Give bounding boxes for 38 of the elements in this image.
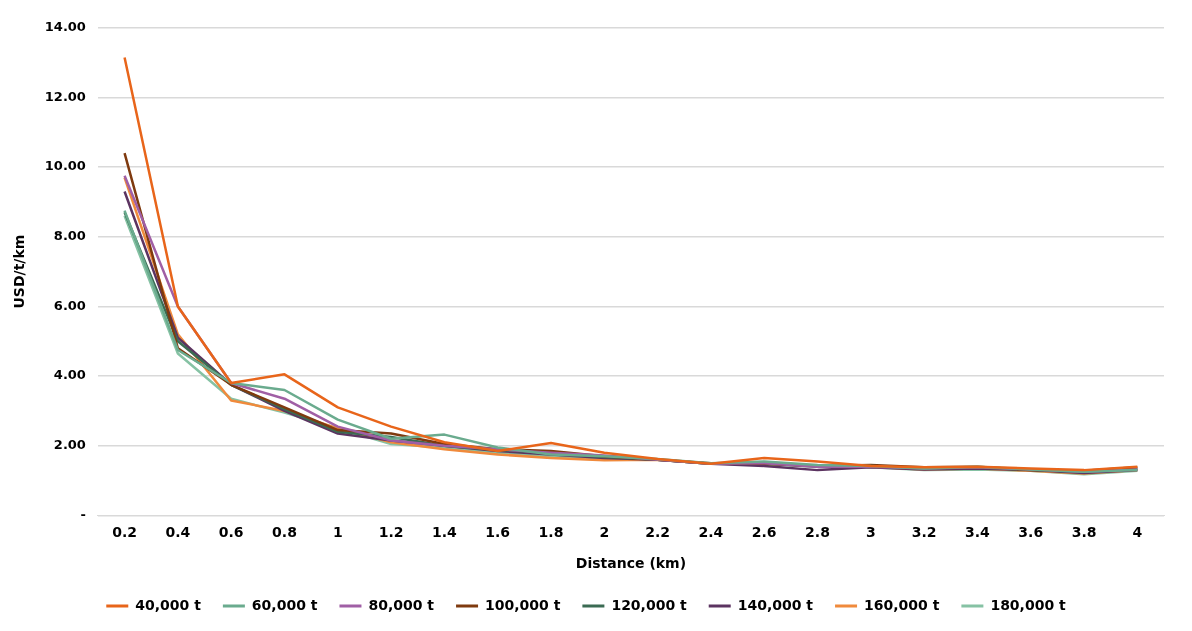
x-tick-label: 3.4: [965, 524, 991, 541]
x-tick-label: 2.8: [805, 524, 830, 541]
x-tick-label: 3: [865, 524, 876, 541]
y-tick-label: 4.00: [53, 367, 86, 383]
legend-label: 60,000 t: [251, 596, 318, 613]
y-tick-label: 6.00: [53, 297, 86, 313]
x-tick-label: 1.2: [378, 524, 404, 541]
x-tick-label: 3.6: [1018, 524, 1044, 541]
y-tick-label: -: [80, 506, 86, 522]
x-tick-label: 3.2: [911, 524, 937, 541]
x-tick-label: 0.2: [112, 524, 137, 541]
x-tick-label: 2.6: [751, 524, 777, 541]
y-tick-label: 14.00: [44, 19, 86, 35]
x-axis-title: Distance (km): [575, 555, 687, 572]
legend-label: 100,000 t: [485, 596, 561, 613]
y-tick-label: 2.00: [53, 437, 86, 453]
legend-label: 180,000 t: [990, 596, 1067, 613]
y-tick-label: 8.00: [53, 228, 86, 244]
legend-label: 40,000 t: [135, 596, 202, 613]
x-tick-label: 0.6: [218, 524, 244, 541]
legend-label: 140,000 t: [737, 596, 814, 613]
x-tick-label: 2: [599, 524, 610, 541]
legend-label: 160,000 t: [864, 596, 940, 613]
x-tick-label: 0.8: [272, 524, 297, 541]
x-tick-label: 3.8: [1071, 524, 1097, 541]
x-tick-label: 0.4: [165, 524, 191, 541]
x-tick-label: 1.6: [485, 524, 511, 541]
x-tick-label: 4: [1132, 524, 1143, 541]
x-tick-label: 1.4: [431, 524, 458, 541]
y-axis-title: USD/t/km: [11, 234, 28, 309]
y-tick-label: 10.00: [44, 158, 86, 174]
y-tick-label: 12.00: [44, 88, 86, 104]
x-tick-label: 1.8: [538, 524, 564, 541]
legend-label: 80,000 t: [368, 596, 435, 613]
x-tick-label: 2.4: [698, 524, 724, 541]
x-tick-label: 1: [332, 524, 343, 541]
x-tick-label: 2.2: [645, 524, 671, 541]
legend-label: 120,000 t: [611, 596, 688, 613]
